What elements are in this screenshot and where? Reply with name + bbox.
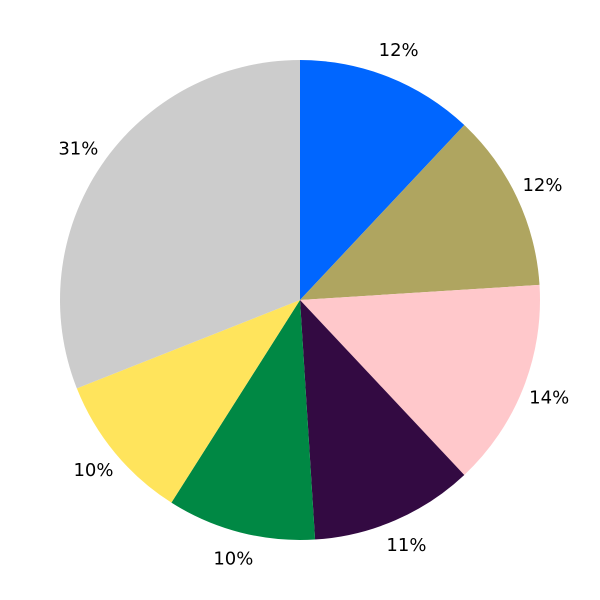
pie-slice: [171, 300, 316, 540]
slice-label: 10%: [213, 549, 253, 570]
slice-label: 11%: [386, 535, 426, 556]
slice-label: 12%: [522, 175, 562, 196]
pie-slice: [300, 300, 465, 540]
pie-slice: [300, 125, 540, 300]
pie-slice: [76, 300, 301, 503]
pie-slice: [300, 60, 465, 300]
pie-slice: [300, 284, 541, 475]
slice-label: 12%: [379, 40, 419, 61]
pie-slice: [59, 60, 300, 389]
slice-label: 14%: [529, 388, 569, 409]
slice-label: 10%: [73, 460, 113, 481]
slice-label: 31%: [58, 138, 98, 159]
